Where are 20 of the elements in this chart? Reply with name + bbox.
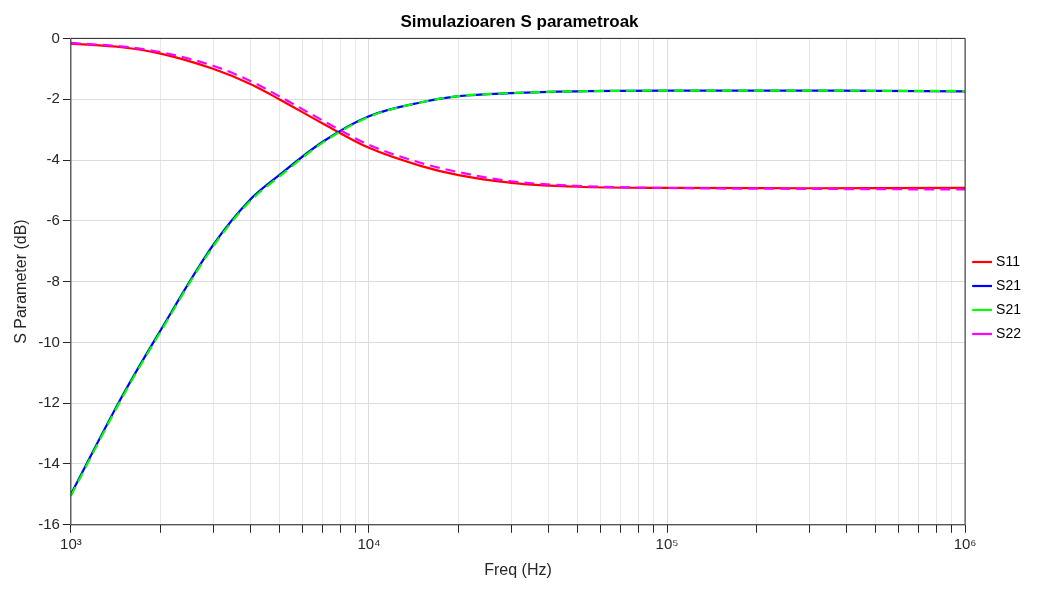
legend-label: S21 xyxy=(996,276,1022,293)
legend-label: S22 xyxy=(996,324,1022,341)
x-axis-title: Freq (Hz) xyxy=(484,560,552,578)
x-tick-label: 10⁴ xyxy=(357,534,381,552)
y-tick-label: -2 xyxy=(46,89,60,107)
y-tick-label: -8 xyxy=(46,271,60,289)
y-axis-title: S Parameter (dB) xyxy=(12,219,30,344)
y-tick-label: -10 xyxy=(38,332,60,350)
legend-label: S21 xyxy=(996,300,1022,317)
y-tick-label: -6 xyxy=(46,210,60,228)
chart-title: Simulazioaren S parametroak xyxy=(400,11,640,31)
y-tick-label: -4 xyxy=(46,150,60,168)
x-tick-label: 10³ xyxy=(60,534,82,552)
legend-label: S11 xyxy=(996,252,1021,269)
y-tick-label: -14 xyxy=(38,454,60,472)
y-tick-label: -12 xyxy=(38,393,60,411)
y-tick-label: -16 xyxy=(38,514,60,532)
y-tick-label: 0 xyxy=(51,28,60,46)
x-tick-label: 10⁵ xyxy=(655,534,679,552)
x-tick-label: 10⁶ xyxy=(953,534,977,552)
